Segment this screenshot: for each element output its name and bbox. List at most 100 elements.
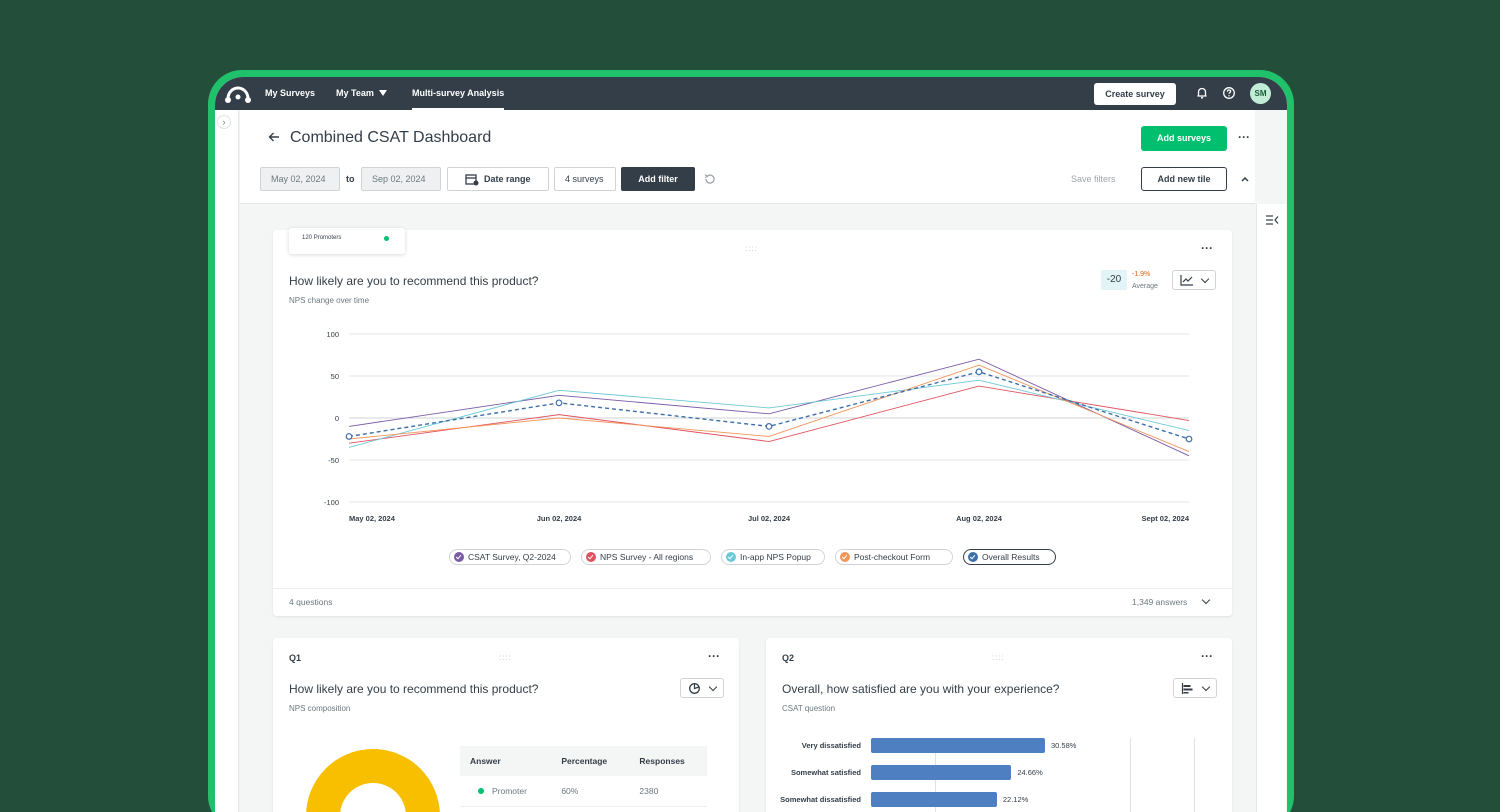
logo-icon[interactable]	[224, 83, 252, 105]
table-header-row: Answer Percentage Responses	[460, 746, 707, 776]
x-tick-label: Jul 02, 2024	[748, 514, 791, 523]
add-surveys-button[interactable]: Add surveys	[1141, 126, 1227, 151]
legend-label: NPS Survey - All regions	[600, 552, 694, 562]
drag-handle-icon[interactable]: ::::	[992, 653, 1005, 662]
left-rail: ›	[215, 110, 239, 812]
legend-item[interactable]: Overall Results	[963, 549, 1056, 565]
chart-type-toggle[interactable]	[1172, 270, 1216, 290]
more-icon[interactable]: ···	[1201, 241, 1213, 255]
dashboard-header: Combined CSAT Dashboard Add surveys ··· …	[240, 110, 1255, 204]
surveys-count-chip[interactable]: 4 surveys	[554, 167, 616, 191]
bar[interactable]	[871, 738, 1045, 753]
bar[interactable]	[871, 765, 1012, 780]
save-filters-button[interactable]: Save filters	[1071, 174, 1116, 184]
reset-icon[interactable]	[703, 172, 717, 186]
table-header: Percentage	[551, 746, 630, 776]
nps-line-chart: 100 50 0 -50 -100 May 02, 2024 Jun 02, 2024 Jul…	[324, 330, 1193, 523]
avatar[interactable]: SM	[1250, 83, 1271, 104]
questions-count: 4 questions	[289, 597, 333, 607]
y-tick-label: -100	[324, 498, 339, 507]
caret-down-icon	[378, 90, 387, 96]
check-icon	[454, 552, 464, 562]
legend-item[interactable]: Post-checkout Form	[835, 549, 953, 565]
bar-label: Very dissatisfied	[801, 741, 861, 750]
series-line-nps-survey-all-regions[interactable]	[348, 385, 1190, 444]
nps-trend-card: 120 Promoters :::: ··· How likely are yo…	[273, 228, 1232, 616]
bell-icon[interactable]	[1195, 86, 1209, 100]
series-point[interactable]	[345, 433, 353, 440]
percentage-cell: 60%	[551, 776, 630, 807]
date-to-input[interactable]: Sep 02, 2024	[361, 167, 441, 191]
chart-type-toggle[interactable]	[680, 678, 724, 698]
help-icon[interactable]	[1222, 86, 1236, 100]
answer-cell: Promoter	[460, 776, 552, 807]
gridline	[1194, 738, 1195, 812]
more-icon[interactable]: ···	[1201, 649, 1213, 663]
check-icon	[726, 552, 736, 562]
bar-label: Somewhat dissatisfied	[780, 795, 861, 804]
q2-question: Overall, how satisfied are you with your…	[782, 682, 1060, 696]
legend-label: Post-checkout Form	[854, 552, 931, 562]
legend-item[interactable]: NPS Survey - All regions	[581, 549, 711, 565]
top-navigation: My Surveys My Team Multi-survey Analysis…	[215, 77, 1287, 110]
question-title: How likely are you to recommend this pro…	[289, 274, 539, 288]
series-point[interactable]	[1185, 435, 1193, 443]
table-header: Responses	[629, 746, 707, 776]
tooltip-dot	[384, 236, 389, 241]
y-tick-label: 100	[326, 330, 339, 339]
card-divider	[273, 588, 1232, 589]
series-point[interactable]	[975, 368, 983, 376]
create-survey-button[interactable]: Create survey	[1094, 83, 1176, 105]
series-line-in-app-nps-popup[interactable]	[348, 379, 1190, 448]
check-icon	[840, 552, 850, 562]
nav-my-team[interactable]: My Team	[336, 77, 387, 110]
nps-donut-chart	[306, 749, 440, 812]
q1-subtitle: NPS composition	[289, 704, 351, 713]
chart-type-toggle[interactable]	[1173, 678, 1217, 698]
nav-my-surveys[interactable]: My Surveys	[265, 88, 316, 98]
chevron-down-icon	[708, 682, 718, 692]
bar-value: 24.66%	[1017, 768, 1043, 777]
legend-label: In-app NPS Popup	[740, 552, 811, 562]
drag-handle-icon[interactable]: ::::	[499, 653, 512, 662]
x-tick-label: Sept 02, 2024	[1141, 514, 1189, 523]
series-point[interactable]	[555, 399, 563, 407]
responses-cell: 2380	[629, 776, 707, 807]
more-icon[interactable]: ···	[708, 649, 720, 663]
series-point[interactable]	[765, 422, 773, 430]
chart-tooltip: 120 Promoters	[289, 228, 405, 254]
x-tick-label: Aug 02, 2024	[956, 514, 1003, 523]
back-arrow-icon[interactable]	[267, 130, 281, 144]
q1-label: Q1	[289, 653, 302, 663]
x-tick-label: May 02, 2024	[349, 514, 396, 523]
legend-item[interactable]: CSAT Survey, Q2-2024	[449, 549, 571, 565]
tooltip-label: Promoters	[313, 235, 342, 241]
average-change: -1.9%	[1132, 271, 1151, 278]
line-chart-icon	[1180, 275, 1193, 286]
chevron-down-icon	[1201, 682, 1211, 692]
average-value: -20	[1101, 270, 1127, 290]
x-tick-label: Jun 02, 2024	[537, 514, 582, 523]
more-icon[interactable]: ···	[1238, 130, 1250, 144]
add-filter-button[interactable]: Add filter	[621, 167, 695, 191]
chevron-down-icon[interactable]	[1201, 595, 1211, 605]
bar[interactable]	[871, 792, 997, 807]
legend-item[interactable]: In-app NPS Popup	[721, 549, 825, 565]
nav-multi-survey-analysis[interactable]: Multi-survey Analysis	[412, 77, 505, 110]
average-label: Average	[1132, 283, 1158, 290]
table-row[interactable]: Promoter 60% 2380	[460, 776, 707, 807]
date-from-input[interactable]: May 02, 2024	[260, 167, 340, 191]
tooltip-count: 120	[302, 235, 313, 241]
device-frame: My Surveys My Team Multi-survey Analysis…	[208, 70, 1294, 812]
promoter-dot	[478, 787, 484, 794]
expand-sidebar-icon[interactable]: ›	[217, 115, 231, 129]
answers-table: Answer Percentage Responses Promoter 60%…	[460, 746, 707, 807]
series-line-csat-survey-q2-2024[interactable]	[348, 358, 1190, 457]
y-tick-label: 0	[335, 414, 339, 423]
drag-handle-icon[interactable]: ::::	[745, 244, 758, 253]
date-range-button[interactable]: Date range	[447, 167, 549, 191]
panel-collapse-icon[interactable]	[1265, 214, 1279, 226]
donut-chart-icon	[689, 683, 700, 694]
add-new-tile-button[interactable]: Add new tile	[1141, 167, 1227, 191]
chevron-up-icon[interactable]	[1238, 172, 1252, 186]
